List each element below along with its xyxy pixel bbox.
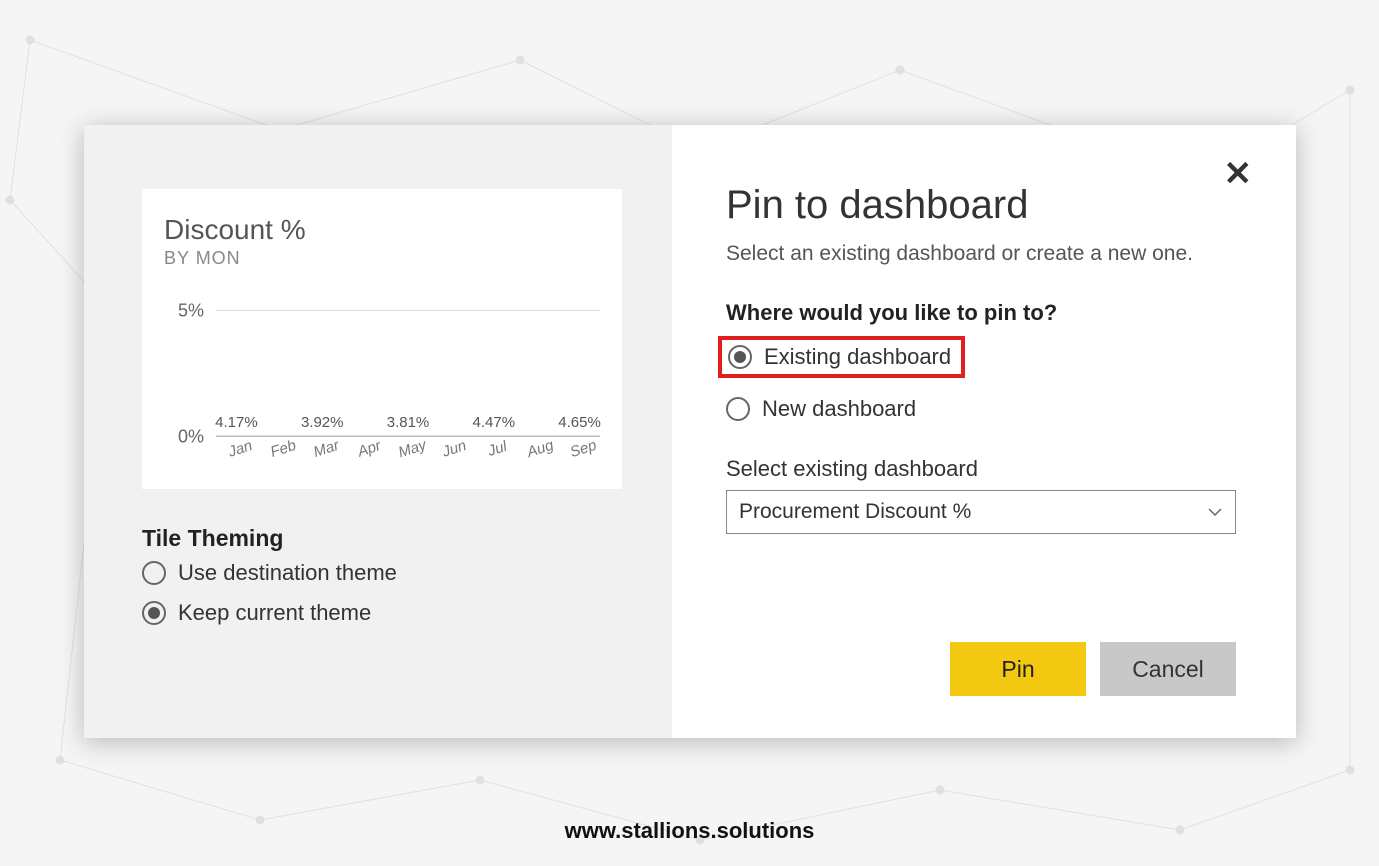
dropdown-value: Procurement Discount %	[739, 500, 971, 524]
select-dashboard-dropdown[interactable]: Procurement Discount %	[726, 490, 1236, 534]
dialog-description: Select an existing dashboard or create a…	[726, 242, 1236, 266]
chart-bar-label: 4.47%	[473, 414, 516, 431]
chart-title: Discount %	[164, 215, 600, 246]
chart-y-tick: 0%	[164, 426, 204, 447]
button-label: Pin	[1001, 656, 1034, 683]
chart-x-label: Mar	[306, 435, 352, 479]
chart-plot-area: 4.17% 3.92% 3.81% 4.47% 4.65%	[216, 311, 600, 437]
theme-option-destination[interactable]: Use destination theme	[142, 560, 628, 586]
chart-y-axis: 0%5%	[164, 311, 210, 437]
chart-y-tick: 5%	[164, 300, 204, 321]
footer-url: www.stallions.solutions	[0, 818, 1379, 844]
button-label: Cancel	[1132, 656, 1204, 683]
chart-x-label: Apr	[349, 435, 395, 479]
chart-gridline	[216, 435, 600, 436]
chart-preview-tile: Discount % BY MON 0%5% 4.17%3.92%3.81%4.…	[142, 189, 622, 489]
pin-button[interactable]: Pin	[950, 642, 1086, 696]
chart-bar-label: 3.92%	[301, 414, 344, 431]
chart-gridline	[216, 310, 600, 311]
chart-bar-label: 4.65%	[558, 414, 601, 431]
theme-option-label: Keep current theme	[178, 600, 371, 626]
chevron-down-icon	[1207, 504, 1223, 520]
tile-theming-heading: Tile Theming	[142, 525, 628, 552]
chart-body: 0%5% 4.17% 3.92% 3.81% 4.47% 4.65% JanFebMar…	[164, 311, 600, 471]
highlight-annotation: Existing dashboard	[718, 336, 965, 378]
chart-bar-label: 3.81%	[387, 414, 430, 431]
radio-icon	[728, 345, 752, 369]
chart-x-label: Feb	[263, 435, 309, 479]
pin-option-new[interactable]: New dashboard	[726, 396, 1236, 422]
pin-option-label: Existing dashboard	[764, 344, 951, 370]
pin-option-existing[interactable]: Existing dashboard	[728, 344, 951, 370]
radio-icon	[726, 397, 750, 421]
chart-x-label: Aug	[520, 435, 566, 479]
dialog-left-pane: Discount % BY MON 0%5% 4.17%3.92%3.81%4.…	[84, 125, 672, 738]
dialog-right-pane: ✕ Pin to dashboard Select an existing da…	[672, 125, 1296, 738]
pin-to-dashboard-dialog: Discount % BY MON 0%5% 4.17%3.92%3.81%4.…	[84, 125, 1296, 738]
chart-bars: 4.17% 3.92% 3.81% 4.47% 4.65%	[216, 311, 600, 436]
dialog-button-row: Pin Cancel	[950, 642, 1236, 696]
pin-option-label: New dashboard	[762, 396, 916, 422]
theme-option-label: Use destination theme	[178, 560, 397, 586]
chart-x-label: Jun	[435, 435, 481, 479]
radio-icon	[142, 561, 166, 585]
chart-x-label: Jan	[220, 435, 266, 479]
dialog-title: Pin to dashboard	[726, 183, 1236, 228]
chart-bar-label: 4.17%	[215, 414, 258, 431]
select-dashboard-label: Select existing dashboard	[726, 456, 1236, 482]
chart-x-axis: JanFebMarAprMayJunJulAugSep	[216, 437, 600, 471]
pin-location-question: Where would you like to pin to?	[726, 300, 1236, 326]
chart-x-label: Sep	[563, 435, 609, 479]
cancel-button[interactable]: Cancel	[1100, 642, 1236, 696]
chart-x-label: Jul	[477, 435, 523, 479]
chart-subtitle: BY MON	[164, 248, 600, 269]
chart-x-label: May	[392, 435, 438, 479]
radio-icon	[142, 601, 166, 625]
close-icon[interactable]: ✕	[1224, 157, 1253, 191]
theme-option-current[interactable]: Keep current theme	[142, 600, 628, 626]
